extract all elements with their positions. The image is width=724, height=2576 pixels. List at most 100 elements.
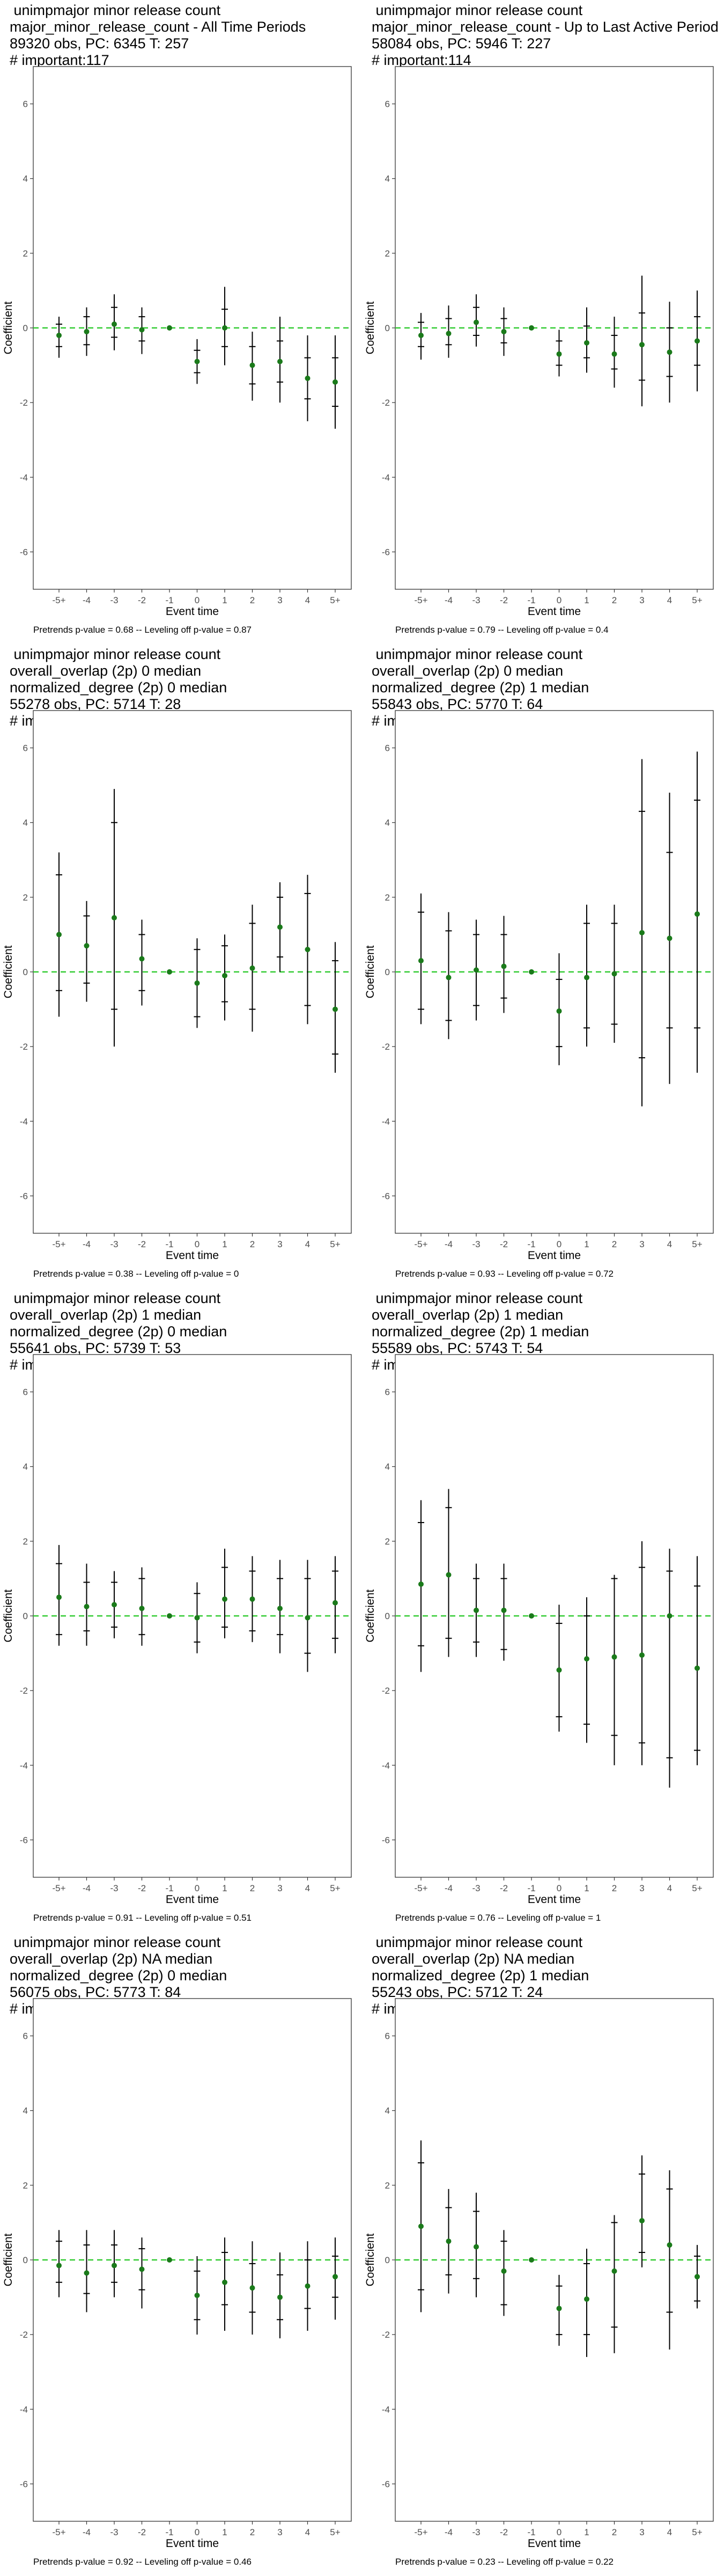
estimate-point	[277, 2294, 283, 2300]
y-tick-label: 6	[385, 99, 390, 109]
chart-title-line: overall_overlap (2p) 0 median	[10, 663, 202, 679]
x-tick-label: 1	[584, 1239, 589, 1249]
chart-title-line: 55278 obs, PC: 5714 T: 28	[10, 696, 181, 712]
chart-title-line: 56075 obs, PC: 5773 T: 84	[10, 1984, 181, 2000]
estimate-point	[446, 975, 452, 980]
plot-area: -6 -4 -2 0 2 4 6 -5+ -4 -3 -2 -1 0 1 2 3 4 5+ Event time Co…	[2, 710, 352, 1262]
chart-title-line: unimpmajor minor release count	[10, 646, 221, 662]
estimate-point	[194, 980, 200, 986]
chart-title-line: 89320 obs, PC: 6345 T: 257	[10, 35, 189, 52]
x-tick-label: -5+	[414, 2527, 427, 2537]
x-tick-label: 3	[277, 2527, 282, 2537]
y-tick-label: -6	[382, 1835, 390, 1845]
chart-title: unimpmajor minor release count overall_ov…	[372, 1290, 589, 1373]
estimate-point	[84, 328, 90, 334]
x-tick-label: 4	[305, 1883, 310, 1893]
x-tick-label: -3	[110, 2527, 118, 2537]
x-tick-label: -1	[527, 1883, 535, 1893]
x-tick-label: -1	[527, 2527, 535, 2537]
p-value-footnote: Pretrends p-value = 0.68 -- Leveling off…	[33, 625, 252, 635]
chart-title-line: normalized_degree (2p) 0 median	[10, 679, 227, 696]
estimate-point	[56, 2263, 62, 2268]
x-tick-label: -1	[527, 595, 535, 605]
y-tick-label: 0	[23, 967, 28, 977]
chart-title-line: normalized_degree (2p) 0 median	[10, 1323, 227, 1340]
x-tick-label: 2	[250, 1883, 255, 1893]
chart-panel: unimpmajor minor release count overall_ov…	[0, 644, 354, 1288]
y-tick-label: 0	[23, 1611, 28, 1621]
y-tick-label: 4	[385, 2106, 390, 2116]
estimate-point	[446, 1572, 452, 1578]
x-tick-label: 2	[250, 1239, 255, 1249]
chart-title: unimpmajor minor release count overall_ov…	[10, 1934, 227, 2017]
estimate-point	[474, 319, 479, 325]
estimate-point	[194, 358, 200, 364]
x-tick-label: -2	[500, 1239, 508, 1249]
estimate-point	[584, 975, 589, 980]
x-tick-label: 1	[222, 2527, 227, 2537]
estimate-point	[529, 1613, 534, 1619]
chart-title: unimpmajor minor release count major_mino…	[372, 2, 719, 69]
y-tick-label: -6	[20, 547, 28, 557]
y-axis-label: Coefficient	[364, 2233, 376, 2286]
x-tick-label: -1	[165, 1883, 173, 1893]
y-tick-label: 4	[385, 818, 390, 828]
estimate-point	[56, 332, 62, 338]
estimate-point	[305, 375, 311, 381]
chart-title-line: # important:117	[10, 52, 109, 68]
x-tick-label: 4	[667, 1883, 672, 1893]
estimate-point	[194, 1615, 200, 1621]
y-tick-label: 6	[23, 99, 28, 109]
x-tick-label: 5+	[692, 2527, 702, 2537]
x-tick-label: -5+	[414, 595, 427, 605]
x-tick-label: -3	[472, 1239, 480, 1249]
x-tick-label: 3	[639, 595, 644, 605]
estimate-point	[112, 2263, 117, 2268]
x-tick-label: 0	[195, 595, 200, 605]
plot-area: -6 -4 -2 0 2 4 6 -5+ -4 -3 -2 -1 0 1 2 3 4 5+ Event time Co…	[364, 1998, 714, 2550]
y-tick-label: 0	[385, 967, 390, 977]
x-tick-label: -2	[138, 1239, 146, 1249]
estimate-point	[418, 958, 424, 964]
chart-panel: unimpmajor minor release count overall_ov…	[362, 1288, 716, 1932]
y-tick-label: 6	[385, 2031, 390, 2041]
chart-title-line: unimpmajor minor release count	[10, 2, 221, 18]
estimate-point	[529, 325, 534, 331]
y-tick-label: -4	[382, 1760, 390, 1770]
y-tick-label: -2	[382, 1686, 390, 1696]
x-tick-label: 1	[222, 1883, 227, 1893]
x-tick-label: 4	[305, 595, 310, 605]
estimate-point	[333, 1600, 338, 1606]
p-value-footnote: Pretrends p-value = 0.93 -- Leveling off…	[395, 1269, 614, 1279]
y-tick-label: -6	[382, 547, 390, 557]
chart-title-line: normalized_degree (2p) 0 median	[10, 1967, 227, 1984]
x-tick-label: 0	[557, 2527, 562, 2537]
chart-panel: unimpmajor minor release count overall_ov…	[362, 644, 716, 1288]
y-tick-label: 4	[23, 174, 28, 184]
estimate-point	[639, 1652, 645, 1658]
y-tick-label: 6	[23, 743, 28, 753]
estimate-point	[667, 349, 673, 355]
x-tick-label: -4	[445, 595, 453, 605]
chart-title-line: unimpmajor minor release count	[372, 1934, 583, 1950]
estimate-point	[112, 321, 117, 327]
x-tick-label: -4	[445, 1239, 453, 1249]
plot-area: -6 -4 -2 0 2 4 6 -5+ -4 -3 -2 -1 0 1 2 3 4 5+ Event time Co…	[364, 710, 714, 1262]
y-axis-label: Coefficient	[2, 1589, 14, 1642]
x-tick-label: -2	[138, 1883, 146, 1893]
x-tick-label: 3	[639, 2527, 644, 2537]
p-value-footnote: Pretrends p-value = 0.79 -- Leveling off…	[395, 625, 609, 635]
x-tick-label: -4	[83, 2527, 91, 2537]
y-tick-label: 6	[23, 1387, 28, 1397]
x-axis-label: Event time	[528, 2537, 581, 2550]
estimate-point	[167, 969, 172, 975]
chart-title-line: 55843 obs, PC: 5770 T: 64	[372, 696, 543, 712]
chart-title-line: major_minor_release_count - All Time Per…	[10, 19, 306, 35]
x-axis-label: Event time	[528, 1893, 581, 1906]
x-tick-label: -2	[138, 595, 146, 605]
estimate-point	[167, 325, 172, 331]
y-tick-label: -4	[382, 1116, 390, 1126]
x-tick-label: -1	[165, 1239, 173, 1249]
chart-title-line: overall_overlap (2p) NA median	[10, 1951, 213, 1967]
x-tick-label: 3	[277, 1883, 282, 1893]
